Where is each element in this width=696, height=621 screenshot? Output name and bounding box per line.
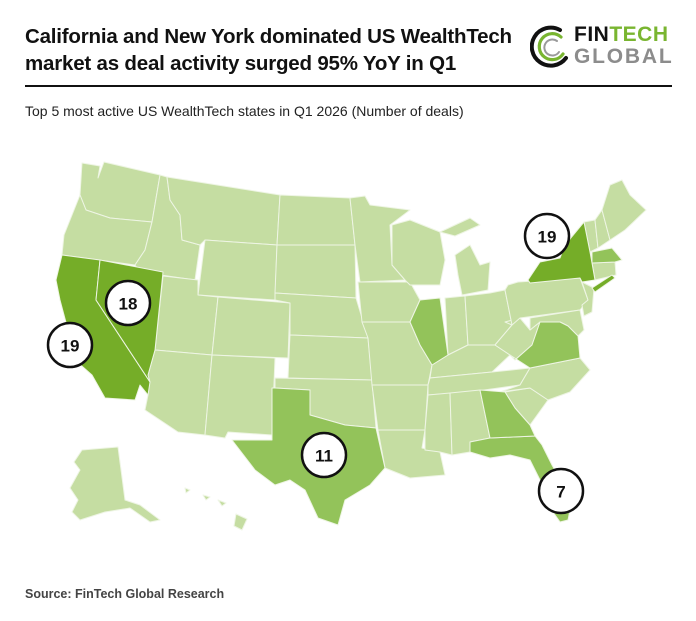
title-line-2: market as deal activity surged 95% YoY i…	[25, 52, 457, 75]
state-north-dakota[interactable]	[276, 194, 356, 246]
bubble-new-york: 19	[523, 212, 571, 260]
header-divider	[25, 85, 672, 87]
state-new-york[interactable]	[527, 221, 616, 293]
bubble-value-texas: 11	[315, 447, 333, 466]
state-maine[interactable]	[601, 179, 647, 241]
state-montana[interactable]	[166, 176, 281, 246]
state-virginia[interactable]	[509, 321, 581, 369]
state-indiana[interactable]	[444, 295, 469, 356]
state-michigan[interactable]	[439, 217, 491, 296]
state-massachusetts[interactable]	[591, 247, 623, 264]
state-iowa[interactable]	[357, 281, 421, 323]
bubble-nevada: 18	[104, 279, 152, 327]
logo-text-fintech: FINTECH	[574, 23, 669, 47]
logo-tech: TECH	[609, 23, 669, 46]
state-alaska[interactable]	[69, 446, 161, 523]
state-illinois[interactable]	[409, 297, 449, 366]
bubble-texas: 11	[300, 431, 348, 479]
state-arkansas[interactable]	[371, 384, 429, 431]
logo-text-global: GLOBAL	[574, 45, 674, 68]
title-line-1: California and New York dominated US Wea…	[25, 25, 512, 48]
chart-subtitle: Top 5 most active US WealthTech states i…	[25, 103, 464, 119]
chart-title: California and New York dominated US Wea…	[25, 23, 525, 77]
ring-logo-icon	[530, 25, 568, 68]
state-colorado[interactable]	[211, 296, 291, 359]
state-new-mexico[interactable]	[204, 354, 276, 439]
state-kansas[interactable]	[287, 334, 373, 381]
state-wyoming[interactable]	[197, 239, 278, 301]
source-note: Source: FinTech Global Research	[25, 587, 225, 601]
state-georgia[interactable]	[479, 389, 536, 439]
logo-fin: FIN	[574, 23, 610, 46]
bubble-florida: 7	[537, 467, 585, 515]
state-mississippi[interactable]	[424, 392, 453, 456]
us-map: 19 18 19 11 7	[46, 161, 647, 531]
state-florida[interactable]	[469, 435, 573, 523]
bubble-value-new-york: 19	[538, 228, 557, 247]
bubble-california: 19	[46, 321, 94, 369]
state-south-dakota[interactable]	[274, 244, 357, 299]
state-hawaii[interactable]	[184, 487, 248, 531]
fintech-global-logo: FINTECH GLOBAL	[530, 22, 680, 72]
state-minnesota[interactable]	[349, 195, 411, 283]
bubble-value-nevada: 18	[119, 295, 138, 314]
bubble-value-florida: 7	[556, 483, 565, 502]
states-low	[61, 161, 647, 531]
state-wisconsin[interactable]	[391, 219, 446, 286]
bubble-value-california: 19	[61, 337, 80, 356]
